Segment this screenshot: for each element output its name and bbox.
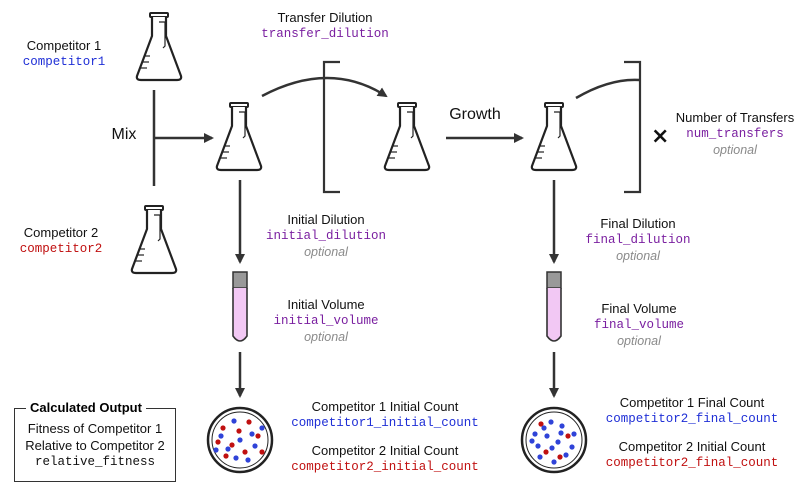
transfer-dilution-label: Transfer Dilution transfer_dilution	[250, 10, 400, 42]
flask-grown	[530, 102, 578, 172]
competitor2-initial-count-code: competitor2_initial_count	[291, 460, 479, 474]
final-volume-code: final_volume	[593, 318, 684, 332]
num-transfers-title: Number of Transfers	[675, 110, 795, 125]
tube-final	[546, 271, 562, 342]
num-transfers-optional: optional	[713, 143, 757, 157]
final-dilution-label: Final Dilution final_dilution optional	[568, 216, 708, 264]
competitor2-final-count-title: Competitor 2 Initial Count	[618, 439, 766, 454]
initial-volume-code: initial_volume	[273, 314, 379, 328]
num-transfers-code: num_transfers	[686, 127, 784, 141]
mix-label: Mix	[111, 126, 137, 143]
initial-counts-label: Competitor 1 Initial Count competitor1_i…	[282, 398, 488, 476]
calculated-output-title: Calculated Output	[26, 400, 146, 415]
final-dilution-title: Final Dilution	[600, 216, 676, 231]
calculated-output-line1: Fitness of Competitor 1	[27, 421, 163, 436]
calculated-output-content: Fitness of Competitor 1 Relative to Comp…	[14, 420, 176, 471]
plate-initial	[206, 406, 274, 474]
transfer-arrow	[261, 76, 388, 98]
competitor1-code: competitor1	[22, 55, 106, 69]
times-icon: ×	[651, 124, 670, 149]
final-volume-optional: optional	[617, 334, 661, 348]
plate-final	[520, 406, 588, 474]
competitor1-final-count-title: Competitor 1 Final Count	[619, 395, 765, 410]
initial-dilution-title: Initial Dilution	[287, 212, 365, 227]
final-counts-label: Competitor 1 Final Count competitor2_fin…	[592, 394, 792, 472]
flask-competitor1	[135, 12, 183, 82]
flask-competitor2	[130, 205, 178, 275]
transfer-dilution-title: Transfer Dilution	[277, 10, 373, 25]
relative-fitness-code: relative_fitness	[34, 455, 156, 469]
competitor1-initial-count-title: Competitor 1 Initial Count	[311, 399, 459, 414]
competitor2-final-count-code: competitor2_final_count	[605, 456, 779, 470]
tube-initial	[232, 271, 248, 342]
competitor1-title: Competitor 1	[26, 38, 102, 53]
competitor2-label: Competitor 2 competitor2	[6, 225, 116, 257]
right-bracket	[624, 60, 642, 194]
transfer-dilution-code: transfer_dilution	[261, 27, 389, 41]
initial-dilution-optional: optional	[304, 245, 348, 259]
competitor1-initial-count-code: competitor1_initial_count	[291, 416, 479, 430]
competitor1-label: Competitor 1 competitor1	[14, 38, 114, 70]
initial-dilution-label: Initial Dilution initial_dilution option…	[252, 212, 400, 260]
final-volume-label: Final Volume final_volume optional	[574, 301, 704, 349]
competitor1-final-count-code: competitor2_final_count	[605, 412, 779, 426]
competitor2-title: Competitor 2	[23, 225, 99, 240]
left-bracket	[322, 60, 340, 194]
initial-volume-title: Initial Volume	[287, 297, 365, 312]
initial-dilution-code: initial_dilution	[265, 229, 387, 243]
repeat-curve	[575, 78, 641, 100]
final-volume-title: Final Volume	[601, 301, 677, 316]
calculated-output-line2: Relative to Competitor 2	[25, 438, 165, 453]
initial-volume-label: Initial Volume initial_volume optional	[258, 297, 394, 345]
competitor2-initial-count-title: Competitor 2 Initial Count	[311, 443, 459, 458]
growth-label: Growth	[449, 106, 501, 123]
flask-transfer	[383, 102, 431, 172]
competitor2-code: competitor2	[19, 242, 103, 256]
initial-volume-optional: optional	[304, 330, 348, 344]
final-dilution-optional: optional	[616, 249, 660, 263]
flask-mixed	[215, 102, 263, 172]
final-dilution-code: final_dilution	[585, 233, 691, 247]
num-transfers-label: Number of Transfers num_transfers option…	[672, 110, 798, 158]
